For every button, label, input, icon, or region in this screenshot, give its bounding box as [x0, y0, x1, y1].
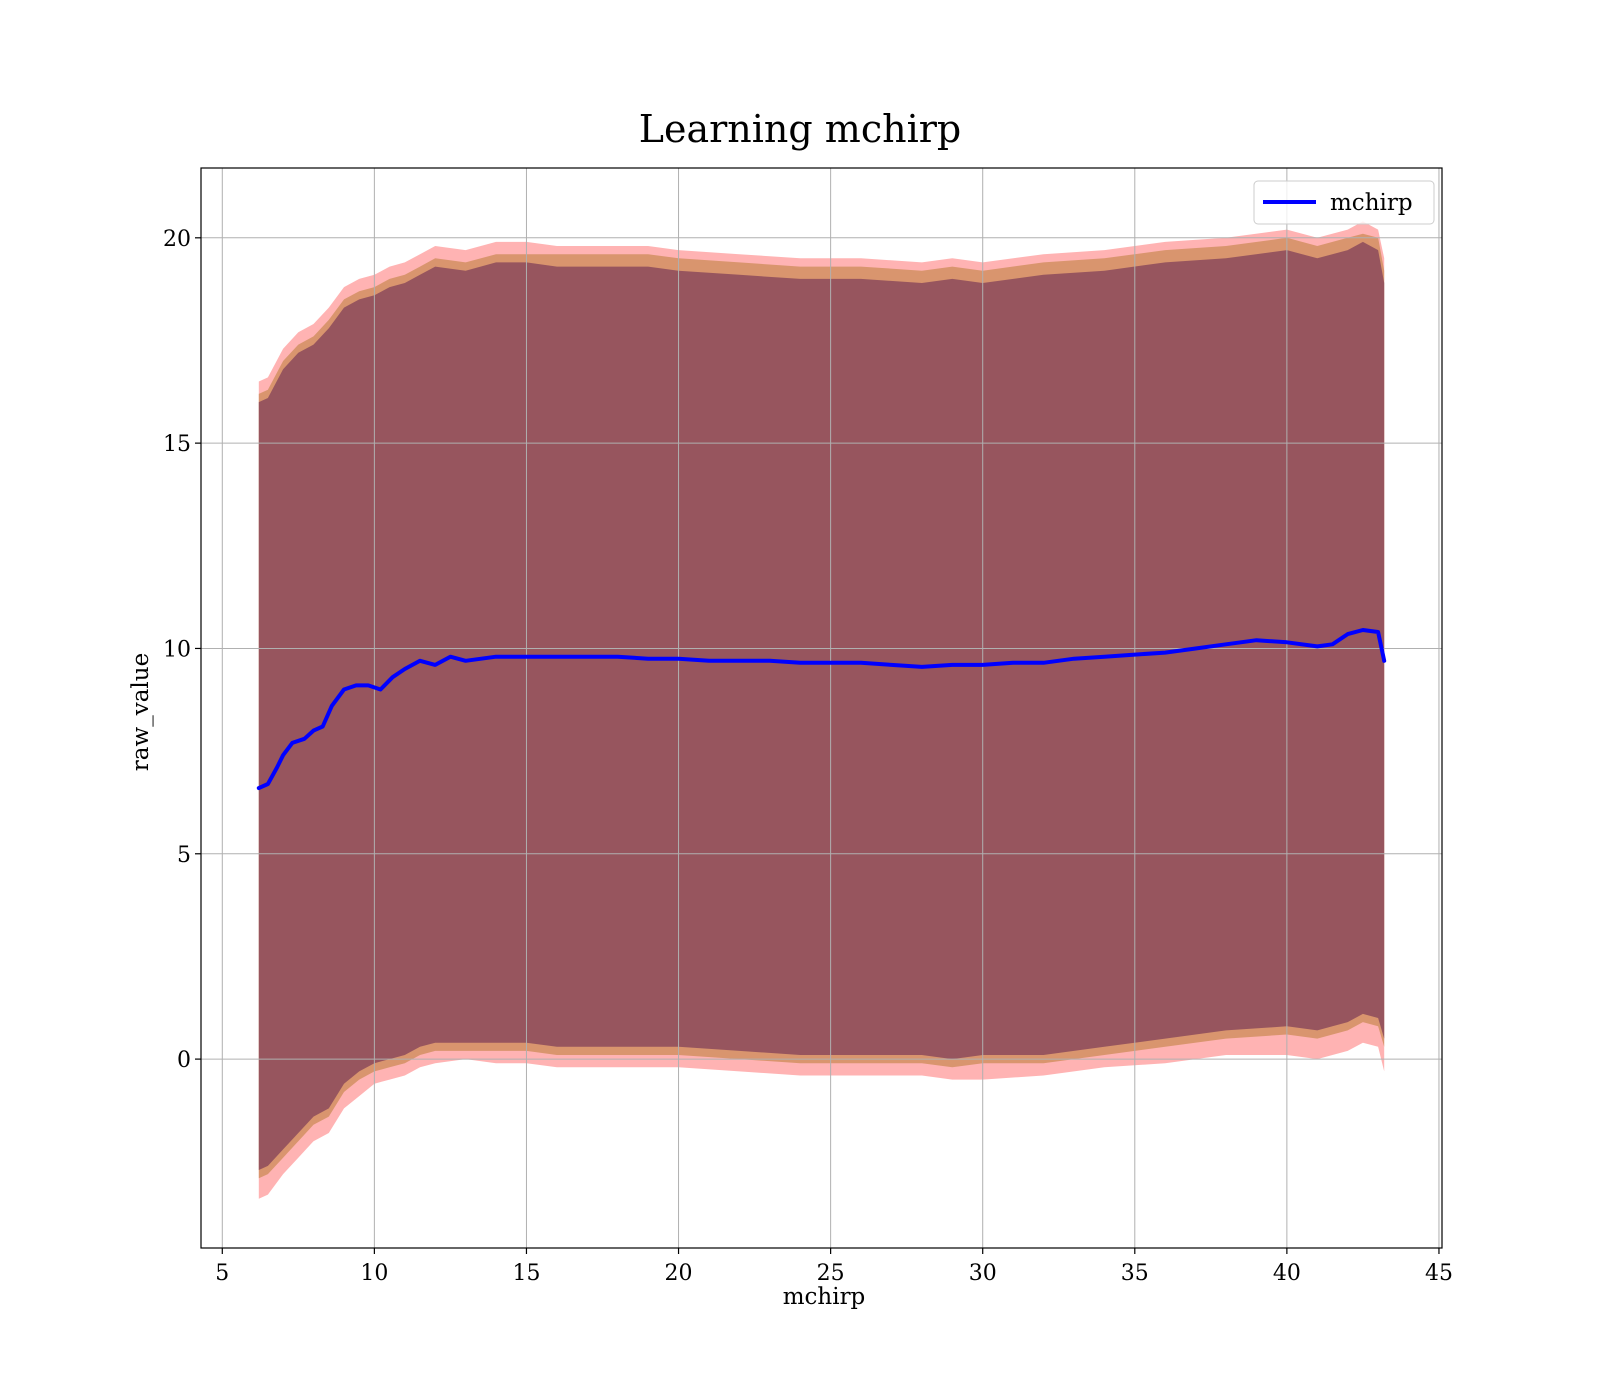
- y-tick-label: 0: [177, 1048, 191, 1073]
- x-tick-label: 20: [665, 1261, 693, 1286]
- y-axis-title: raw_value: [128, 653, 154, 771]
- chart-title: Learning mchirp: [639, 107, 961, 151]
- confidence-bands: [258, 221, 1385, 1199]
- axes-frame: [200, 167, 1443, 1249]
- data-lines: [256, 628, 1387, 791]
- confidence-band-3: [258, 241, 1385, 1170]
- x-axis-title: mchirp: [783, 1284, 866, 1310]
- x-tick-label: 40: [1273, 1261, 1301, 1286]
- y-tick-label: 20: [163, 227, 191, 252]
- legend-box: [1253, 180, 1435, 225]
- x-tick-label: 30: [969, 1261, 997, 1286]
- series-line-mchirp: [256, 628, 1387, 791]
- x-tick-label: 35: [1121, 1261, 1149, 1286]
- x-tick-label: 25: [817, 1261, 845, 1286]
- legend: mchirp: [1253, 180, 1435, 225]
- gridlines: [201, 168, 1442, 1248]
- x-axis-ticks: 5 10 15 20 25 30 35 40 45: [215, 1248, 1453, 1286]
- legend-entry-mchirp: mchirp: [1330, 190, 1413, 216]
- y-tick-label: 15: [163, 432, 191, 457]
- x-tick-label: 5: [215, 1261, 229, 1286]
- y-axis-ticks: 0 5 10 15 20: [163, 227, 201, 1073]
- plot-frame: [200, 167, 1443, 1249]
- x-tick-label: 45: [1425, 1261, 1453, 1286]
- y-tick-label: 5: [177, 843, 191, 868]
- y-tick-label: 10: [163, 637, 191, 662]
- x-tick-label: 15: [512, 1261, 540, 1286]
- x-tick-label: 10: [360, 1261, 388, 1286]
